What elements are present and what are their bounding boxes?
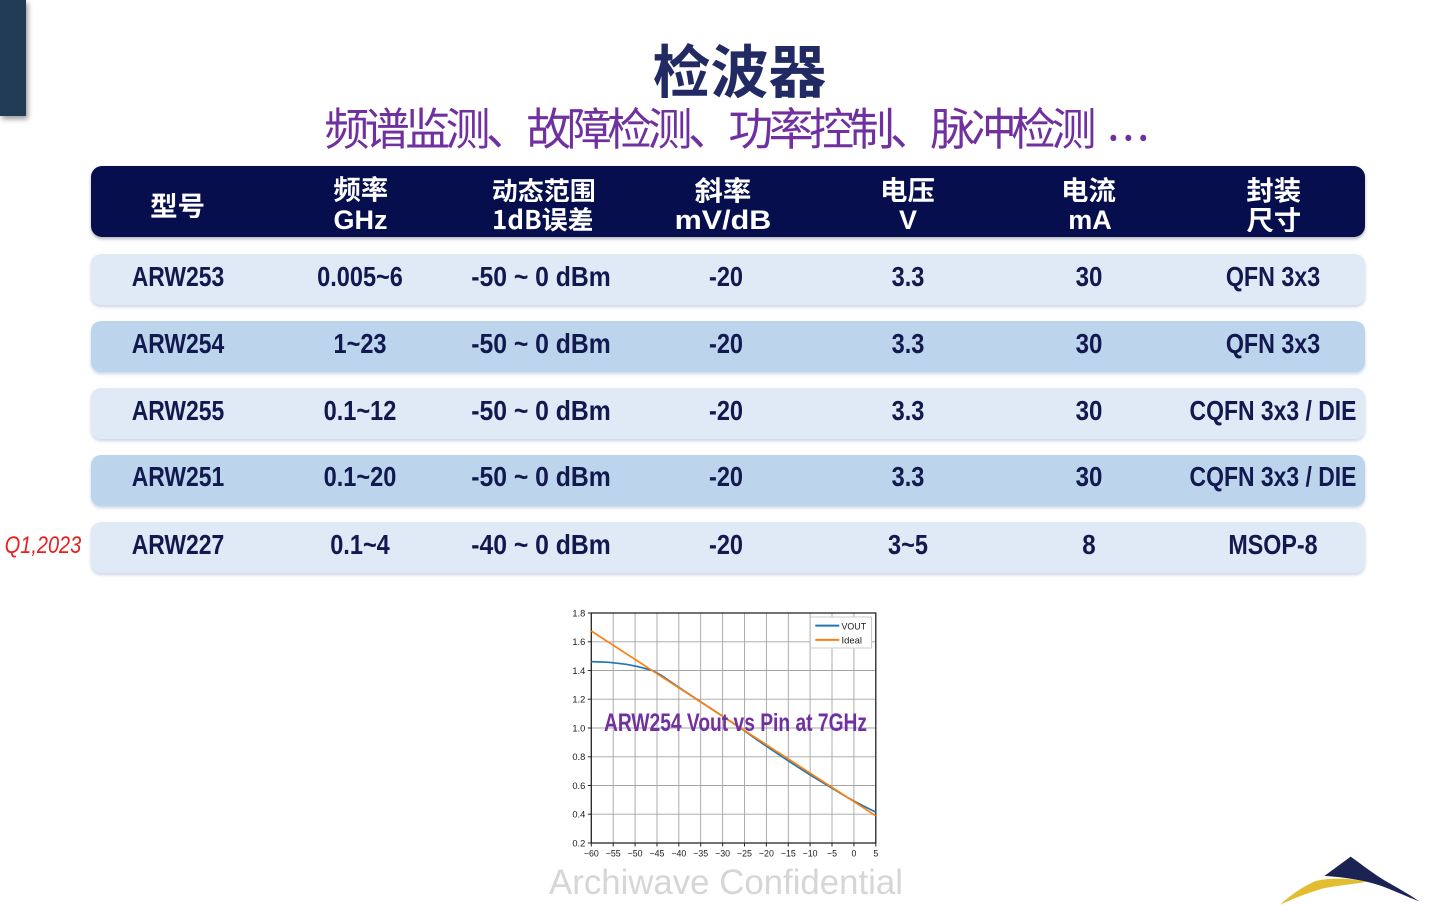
svg-text:−40: −40 xyxy=(671,849,686,859)
svg-text:−5: −5 xyxy=(827,849,837,859)
svg-text:0: 0 xyxy=(851,849,856,859)
svg-text:−50: −50 xyxy=(628,849,643,859)
svg-text:−60: −60 xyxy=(584,849,599,859)
svg-text:1.0: 1.0 xyxy=(572,723,585,733)
svg-text:−15: −15 xyxy=(781,849,796,859)
svg-text:1.2: 1.2 xyxy=(572,695,585,705)
svg-text:−35: −35 xyxy=(693,849,708,859)
svg-text:1.6: 1.6 xyxy=(572,637,585,647)
svg-text:0.4: 0.4 xyxy=(572,810,585,820)
svg-text:−10: −10 xyxy=(803,849,818,859)
svg-text:1.8: 1.8 xyxy=(572,608,585,618)
svg-text:−45: −45 xyxy=(650,849,665,859)
svg-text:0.6: 0.6 xyxy=(572,781,585,791)
svg-text:0.8: 0.8 xyxy=(572,752,585,762)
svg-text:VOUT: VOUT xyxy=(842,622,867,632)
svg-text:1.4: 1.4 xyxy=(572,666,585,676)
svg-text:0.2: 0.2 xyxy=(572,838,585,848)
svg-text:−55: −55 xyxy=(606,849,621,859)
svg-text:ARW254 Vout vs Pin at 7GHz: ARW254 Vout vs Pin at 7GHz xyxy=(604,709,867,737)
svg-text:Ideal: Ideal xyxy=(842,635,863,645)
svg-text:−25: −25 xyxy=(737,849,752,859)
svg-text:−20: −20 xyxy=(759,849,774,859)
svg-text:−30: −30 xyxy=(715,849,730,859)
svg-text:5: 5 xyxy=(873,849,878,859)
